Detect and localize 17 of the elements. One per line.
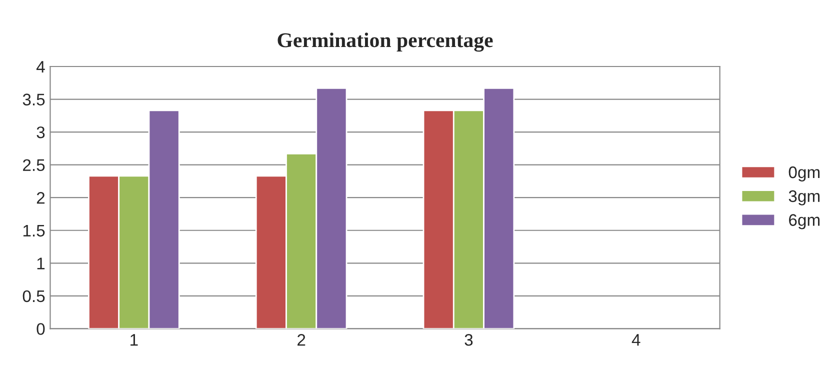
x-tick-label: 4 (632, 334, 640, 346)
chart-title: Germination percentage (278, 32, 493, 52)
legend-label: 0gm (788, 166, 820, 182)
x-tick-label: 3 (464, 334, 473, 346)
x-tick-label: 2 (298, 334, 306, 346)
y-tick-label: 2.5 (23, 159, 45, 172)
legend-label: 6gm (789, 214, 820, 230)
y-tick-label: 1.5 (23, 224, 45, 237)
legend-label: 3gm (788, 190, 820, 206)
x-tick-label: 1 (130, 334, 138, 346)
y-tick-label: 0 (36, 323, 45, 335)
y-tick-label: 1 (37, 258, 45, 270)
y-tick-label: 2 (36, 192, 45, 204)
y-tick-label: 4 (36, 61, 45, 73)
y-tick-label: 3 (36, 126, 45, 138)
y-tick-label: 3.5 (22, 94, 45, 106)
y-tick-label: 0.5 (22, 290, 45, 302)
